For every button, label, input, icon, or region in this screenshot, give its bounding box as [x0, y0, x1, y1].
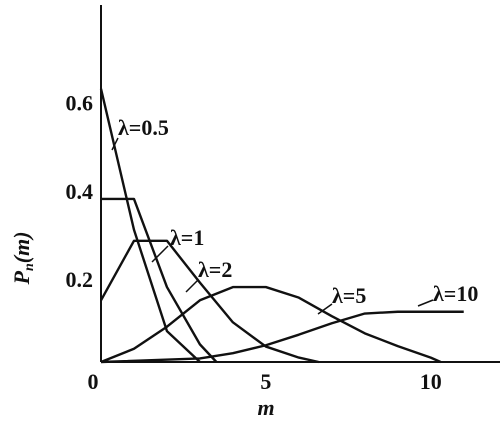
curve	[100, 310, 464, 364]
label-leader	[111, 137, 119, 151]
label-leader	[417, 299, 434, 307]
y-tick-label: 0.2	[66, 267, 94, 292]
curve	[100, 285, 442, 364]
label-leader	[317, 303, 333, 315]
series-label: λ=10	[433, 281, 478, 306]
y-label-sub: n	[22, 263, 37, 271]
series-label: λ=1	[170, 225, 204, 250]
x-axis-label: m	[257, 395, 274, 420]
y-axis-label: Pn(m)	[9, 231, 37, 285]
curve	[101, 197, 218, 363]
curve	[99, 88, 201, 363]
label-leader	[185, 279, 199, 293]
series-label: λ=5	[332, 283, 366, 308]
label-leader	[151, 245, 169, 263]
series-label: λ=2	[198, 257, 232, 282]
x-tick-label: 10	[420, 369, 442, 394]
y-tick-label: 0.4	[66, 179, 94, 204]
y-label-main: P	[9, 271, 34, 286]
curve	[99, 239, 319, 364]
y-tick-label: 0.6	[66, 91, 94, 116]
series-label: λ=0.5	[118, 115, 169, 140]
x-tick-label: 0	[88, 369, 99, 394]
y-label-rest: (m)	[9, 231, 34, 263]
x-tick-label: 5	[260, 369, 271, 394]
